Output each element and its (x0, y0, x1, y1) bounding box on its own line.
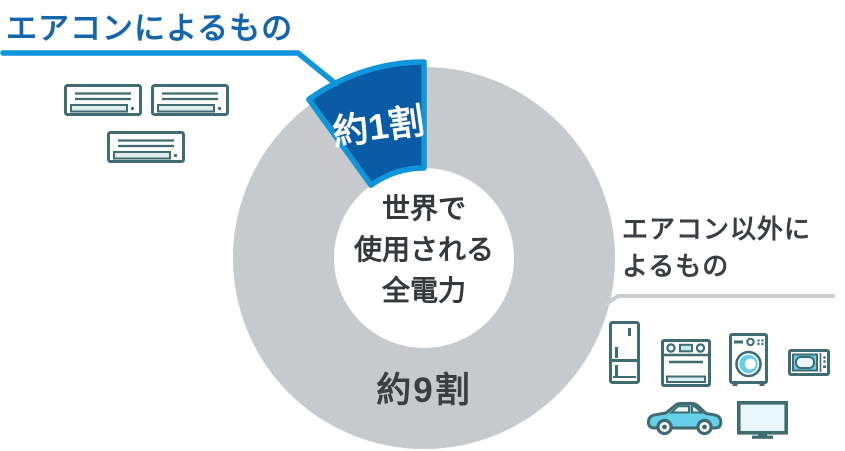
air-conditioner-icon (151, 84, 229, 116)
donut-slice-aircon (306, 59, 427, 188)
donut-center-label: 世界で 使用される 全電力 (324, 188, 524, 311)
slice-value-label-other: 約9割 (376, 371, 472, 410)
air-conditioner-icon (107, 131, 185, 163)
center-label-line2: 使用される (353, 234, 494, 265)
oven-icon (661, 339, 711, 387)
callout-other-line2: よるもの (622, 251, 730, 281)
callout-title-other: エアコン以外に よるもの (622, 211, 811, 285)
center-label-line3: 全電力 (381, 275, 466, 306)
air-conditioner-icon (64, 84, 142, 116)
refrigerator-icon (609, 321, 640, 384)
television-icon (737, 401, 788, 439)
leader-line-aircon (0, 50, 339, 87)
leader-line-other (598, 294, 835, 310)
callout-other-line1: エアコン以外に (622, 214, 812, 244)
microwave-oven-icon (788, 349, 830, 376)
washing-machine-icon (729, 333, 768, 386)
car-icon (646, 402, 723, 435)
callout-title-aircon: エアコンによるもの (6, 11, 294, 46)
center-label-line1: 世界で (381, 193, 466, 224)
